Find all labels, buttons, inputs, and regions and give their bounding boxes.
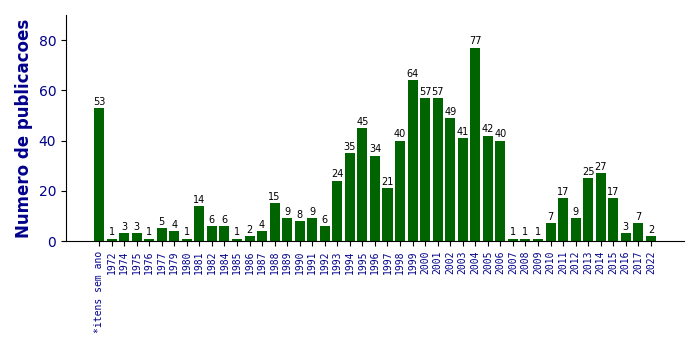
- Bar: [182, 238, 192, 241]
- Text: 9: 9: [284, 207, 290, 217]
- Text: 25: 25: [582, 167, 594, 177]
- Bar: [483, 136, 493, 241]
- Text: 17: 17: [607, 187, 619, 197]
- Bar: [94, 108, 104, 241]
- Bar: [621, 234, 630, 241]
- Bar: [633, 223, 643, 241]
- Bar: [445, 118, 455, 241]
- Bar: [106, 238, 117, 241]
- Bar: [408, 80, 417, 241]
- Text: 6: 6: [222, 215, 227, 225]
- Bar: [533, 238, 543, 241]
- Bar: [570, 219, 581, 241]
- Text: 40: 40: [494, 129, 507, 139]
- Text: 57: 57: [431, 87, 444, 97]
- Bar: [232, 238, 242, 241]
- Bar: [207, 226, 217, 241]
- Text: 2: 2: [648, 225, 654, 235]
- Text: 9: 9: [572, 207, 579, 217]
- Bar: [458, 138, 468, 241]
- Text: 1: 1: [522, 227, 528, 237]
- Text: 6: 6: [209, 215, 215, 225]
- Text: 3: 3: [623, 222, 629, 232]
- Text: 45: 45: [356, 117, 368, 127]
- Text: 3: 3: [121, 222, 127, 232]
- Text: 53: 53: [93, 97, 106, 107]
- Bar: [357, 128, 368, 241]
- Bar: [608, 198, 619, 241]
- Bar: [131, 234, 142, 241]
- Bar: [395, 141, 405, 241]
- Bar: [144, 238, 154, 241]
- Text: 5: 5: [159, 217, 165, 227]
- Bar: [270, 203, 280, 241]
- Bar: [596, 173, 606, 241]
- Text: 57: 57: [419, 87, 431, 97]
- Text: 3: 3: [134, 222, 140, 232]
- Text: 6: 6: [322, 215, 328, 225]
- Bar: [496, 141, 505, 241]
- Text: 7: 7: [547, 212, 554, 222]
- Text: 15: 15: [268, 192, 281, 202]
- Text: 64: 64: [406, 69, 419, 79]
- Bar: [420, 98, 430, 241]
- Text: 35: 35: [344, 142, 356, 152]
- Text: 8: 8: [296, 210, 303, 220]
- Text: 1: 1: [234, 227, 240, 237]
- Text: 4: 4: [171, 220, 178, 230]
- Bar: [345, 153, 355, 241]
- Bar: [646, 236, 656, 241]
- Text: 1: 1: [184, 227, 190, 237]
- Bar: [521, 238, 531, 241]
- Bar: [382, 188, 393, 241]
- Bar: [194, 206, 204, 241]
- Text: 7: 7: [635, 212, 642, 222]
- Text: 42: 42: [482, 124, 494, 134]
- Text: 27: 27: [594, 162, 607, 172]
- Y-axis label: Numero de publicacoes: Numero de publicacoes: [15, 18, 33, 238]
- Text: 21: 21: [382, 177, 394, 187]
- Bar: [508, 238, 518, 241]
- Text: 1: 1: [146, 227, 152, 237]
- Bar: [370, 156, 380, 241]
- Text: 77: 77: [469, 37, 482, 46]
- Bar: [295, 221, 305, 241]
- Text: 2: 2: [247, 225, 252, 235]
- Text: 24: 24: [331, 169, 343, 180]
- Bar: [433, 98, 442, 241]
- Bar: [245, 236, 254, 241]
- Bar: [219, 226, 229, 241]
- Bar: [257, 231, 267, 241]
- Text: 17: 17: [557, 187, 569, 197]
- Bar: [583, 178, 593, 241]
- Text: 14: 14: [193, 195, 206, 205]
- Text: 9: 9: [309, 207, 315, 217]
- Bar: [470, 48, 480, 241]
- Text: 1: 1: [535, 227, 541, 237]
- Bar: [119, 234, 129, 241]
- Text: 1: 1: [108, 227, 115, 237]
- Bar: [332, 181, 343, 241]
- Bar: [157, 229, 167, 241]
- Text: 49: 49: [444, 107, 456, 117]
- Text: 34: 34: [369, 144, 381, 155]
- Bar: [308, 219, 317, 241]
- Bar: [169, 231, 179, 241]
- Bar: [282, 219, 292, 241]
- Text: 41: 41: [456, 127, 469, 137]
- Text: 40: 40: [394, 129, 406, 139]
- Bar: [545, 223, 556, 241]
- Bar: [319, 226, 330, 241]
- Text: 1: 1: [510, 227, 516, 237]
- Text: 4: 4: [259, 220, 265, 230]
- Bar: [558, 198, 568, 241]
